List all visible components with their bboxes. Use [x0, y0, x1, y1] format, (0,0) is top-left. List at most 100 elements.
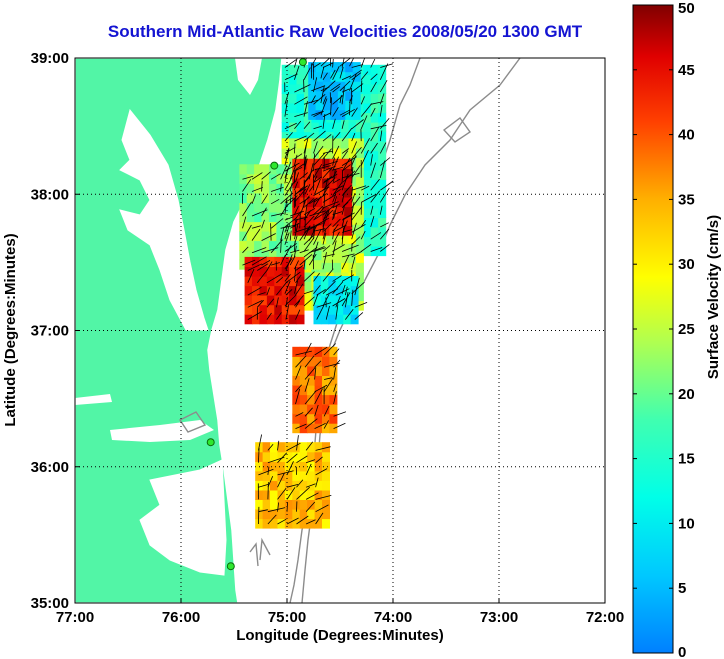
velocity-vector — [305, 501, 316, 512]
velocity-vector — [341, 120, 345, 129]
velocity-cell-region-9 — [322, 489, 330, 500]
velocity-vector — [314, 404, 319, 417]
velocity-vector — [303, 215, 315, 228]
velocity-vector — [242, 259, 256, 266]
velocity-vector — [379, 187, 390, 203]
velocity-cell-region-1 — [370, 179, 379, 190]
velocity-cell-region-9 — [314, 461, 323, 472]
velocity-cell-region-1 — [281, 83, 290, 94]
velocity-vector — [313, 241, 319, 258]
velocity-cell-region-8 — [307, 413, 316, 424]
velocity-cell-region-6 — [323, 62, 331, 73]
velocity-cell-region-9 — [292, 461, 301, 472]
velocity-vector — [370, 162, 377, 179]
velocity-vector — [332, 210, 335, 221]
velocity-vector — [294, 65, 300, 80]
velocity-cell-region-1 — [296, 64, 305, 75]
velocity-cell-region-7 — [313, 304, 322, 315]
velocity-cell-region-5 — [274, 266, 283, 277]
velocity-vector — [303, 296, 315, 307]
velocity-vector — [351, 201, 355, 215]
velocity-cell-region-5 — [296, 285, 305, 296]
velocity-vector — [379, 205, 383, 215]
velocity-cell-region-1 — [304, 83, 312, 94]
velocity-cell-region-6 — [330, 90, 339, 101]
velocity-vector — [294, 227, 309, 233]
velocity-cell-region-5 — [281, 266, 290, 277]
velocity-cell-region-9 — [270, 442, 278, 453]
velocity-vector — [316, 302, 332, 308]
velocity-cell-region-5 — [266, 304, 275, 315]
velocity-vector — [360, 96, 365, 105]
velocity-vector — [267, 476, 274, 488]
velocity-cell-region-6 — [330, 100, 339, 111]
velocity-cell-region-8 — [299, 356, 308, 367]
velocity-cell-region-9 — [307, 442, 316, 453]
velocity-cell-region-3 — [276, 192, 285, 203]
velocity-cell-region-1 — [378, 160, 387, 171]
velocity-cell-region-2 — [326, 243, 335, 254]
velocity-cell-region-9 — [255, 489, 264, 500]
velocity-vector — [341, 218, 345, 227]
velocity-vector — [360, 58, 366, 68]
velocity-vector — [299, 172, 309, 180]
velocity-cell-region-3 — [283, 173, 292, 184]
velocity-vector — [295, 163, 305, 171]
velocity-cell-region-9 — [255, 480, 264, 491]
velocity-cell-region-4 — [307, 216, 316, 227]
velocity-cell-region-1 — [378, 141, 387, 152]
velocity-vector — [295, 384, 302, 393]
velocity-cell-region-9 — [277, 509, 286, 520]
velocity-vector — [341, 229, 353, 233]
velocity-cell-region-5 — [289, 256, 298, 267]
velocity-vector — [295, 365, 302, 380]
velocity-vector — [304, 390, 317, 405]
velocity-cell-region-5 — [259, 276, 268, 287]
velocity-cell-region-8 — [314, 404, 323, 415]
velocity-vector — [380, 222, 389, 228]
velocity-vector — [349, 69, 362, 79]
velocity-cell-region-4 — [336, 168, 345, 179]
velocity-cell-region-8 — [322, 365, 330, 376]
velocity-cell-region-1 — [378, 207, 387, 218]
velocity-cell-region-9 — [292, 442, 301, 453]
velocity-vector — [242, 201, 252, 217]
velocity-cell-region-4 — [322, 158, 330, 169]
velocity-cell-region-1 — [370, 169, 379, 180]
velocity-cell-region-1 — [304, 74, 312, 85]
velocity-cell-region-1 — [378, 103, 387, 114]
velocity-cell-region-9 — [262, 518, 271, 529]
velocity-cell-region-9 — [299, 470, 308, 481]
velocity-vector — [303, 175, 311, 184]
colorbar-tick-label: 50 — [678, 0, 695, 17]
velocity-cell-region-6 — [337, 109, 346, 120]
velocity-vector — [251, 172, 263, 180]
velocity-vector — [295, 355, 307, 368]
velocity-vector — [322, 252, 327, 270]
velocity-vector — [315, 446, 331, 451]
x-axis-label: Longitude (Degrees:Minutes) — [236, 627, 444, 644]
velocity-cell-region-5 — [259, 266, 268, 277]
velocity-cell-region-2 — [341, 252, 350, 263]
velocity-cell-region-3 — [261, 183, 270, 194]
velocity-cell-region-3 — [283, 212, 292, 223]
velocity-vector — [303, 225, 311, 240]
velocity-vector — [380, 157, 391, 166]
radar-station-3 — [206, 438, 215, 447]
velocity-cell-region-1 — [281, 64, 290, 75]
velocity-vector — [314, 196, 322, 207]
velocity-cell-region-5 — [281, 285, 290, 296]
velocity-vector — [351, 107, 358, 117]
velocity-cell-region-3 — [291, 240, 300, 251]
velocity-vector — [320, 58, 330, 67]
velocity-vector — [351, 185, 367, 191]
velocity-cell-region-1 — [378, 64, 387, 75]
velocity-vector — [379, 118, 390, 130]
velocity-cell-region-5 — [244, 304, 253, 315]
velocity-vector — [284, 162, 300, 172]
velocity-cell-region-8 — [307, 385, 316, 396]
velocity-cell-region-6 — [308, 71, 317, 82]
velocity-cell-region-8 — [322, 423, 330, 434]
velocity-vector — [360, 219, 367, 228]
velocity-cell-region-6 — [345, 100, 354, 111]
